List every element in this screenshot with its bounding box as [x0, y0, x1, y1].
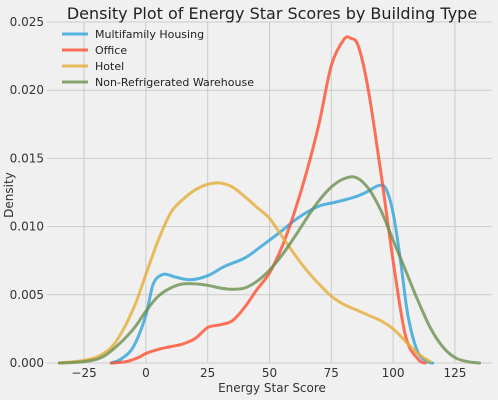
series-line-hotel	[57, 181, 432, 365]
y-tick-label: 0.010	[10, 220, 44, 234]
series-layer	[57, 35, 482, 365]
legend-label-office: Office	[95, 44, 127, 57]
y-tick-label: 0.005	[10, 288, 44, 302]
x-tick-label: 25	[200, 366, 215, 380]
legend-label-non-refrigerated-warehouse: Non-Refrigerated Warehouse	[95, 76, 254, 89]
legend: Multifamily Housing Office Hotel Non-Refrig…	[62, 28, 254, 89]
y-tick-label: 0.025	[10, 15, 44, 29]
y-axis-label: Density	[2, 172, 16, 218]
chart-title: Density Plot of Energy Star Scores by Bu…	[67, 4, 477, 23]
x-tick-label: 75	[324, 366, 339, 380]
x-axis-label: Energy Star Score	[218, 381, 326, 395]
series-line-non-refrigerated-warehouse	[57, 175, 482, 365]
y-tick-label: 0.000	[10, 356, 44, 370]
legend-label-hotel: Hotel	[95, 60, 124, 73]
x-tick-label: 0	[142, 366, 150, 380]
y-tick-label: 0.020	[10, 83, 44, 97]
x-tick-label: 100	[382, 366, 405, 380]
x-tick-label: −25	[71, 366, 96, 380]
y-tick-label: 0.015	[10, 151, 44, 165]
x-tick-label: 125	[443, 366, 466, 380]
tick-labels: −25 0 25 50 75 100 125 0.000 0.005 0.010 0.015 0.02…	[10, 15, 467, 380]
x-tick-label: 50	[262, 366, 277, 380]
series-line-office	[109, 35, 427, 365]
legend-label-multifamily-housing: Multifamily Housing	[95, 28, 204, 41]
